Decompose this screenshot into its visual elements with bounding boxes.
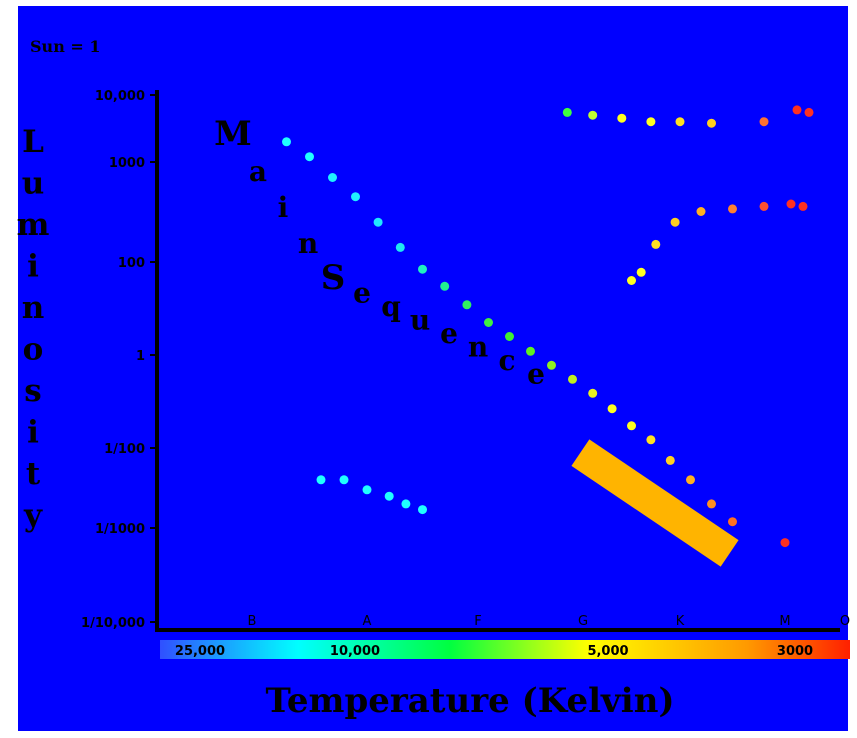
x-axis-label: Temperature (Kelvin) — [265, 681, 674, 721]
star-point-supergiants — [646, 117, 656, 127]
spectral-class-label: G — [578, 614, 588, 629]
y-axis-label-letter: s — [24, 373, 41, 409]
star-point-giants — [636, 267, 646, 277]
star-point-supergiants — [707, 118, 716, 128]
star-point-giants — [786, 199, 796, 209]
star-point-main-sequence — [568, 374, 577, 384]
star-point-giants — [651, 239, 661, 249]
star-point-main-sequence — [351, 192, 360, 202]
y-axis-label-letter: y — [23, 498, 43, 534]
star-point-main-sequence — [395, 242, 405, 252]
star-point-main-sequence — [780, 538, 790, 548]
spectral-class-label: A — [363, 614, 372, 629]
y-tick-label: 1/1000 — [95, 522, 145, 537]
star-point-main-sequence — [588, 388, 598, 398]
y-tick-label: 1/100 — [104, 442, 145, 457]
y-axis-label-letter: i — [27, 415, 39, 451]
data-points — [282, 105, 814, 548]
y-tick-label: 1/10,000 — [81, 616, 145, 631]
star-point-white-dwarfs — [418, 505, 427, 515]
unit-note: Sun = 1 — [30, 37, 101, 56]
y-axis-label-letter: n — [22, 290, 45, 326]
star-point-main-sequence — [707, 499, 716, 509]
y-axis-label-letter: i — [27, 249, 39, 285]
annotation-letter: M — [214, 114, 252, 154]
annotation-letter: e — [527, 358, 545, 391]
spectral-class-label: K — [676, 614, 685, 629]
star-point-white-dwarfs — [316, 475, 326, 485]
star-point-main-sequence — [665, 455, 675, 465]
star-point-supergiants — [588, 110, 598, 120]
star-point-main-sequence — [728, 517, 737, 527]
star-point-main-sequence — [547, 360, 556, 370]
star-point-main-sequence — [305, 152, 314, 162]
temperature-label: 10,000 — [330, 644, 380, 659]
y-axis-label-letter: u — [22, 166, 45, 202]
annotation-letter: S — [321, 258, 346, 298]
star-point-main-sequence — [607, 404, 617, 414]
y-axis-label-letter: L — [22, 124, 44, 160]
star-point-giants — [798, 201, 808, 211]
star-point-main-sequence — [373, 217, 383, 227]
star-point-giants — [627, 276, 636, 285]
star-point-main-sequence — [462, 300, 472, 310]
star-point-supergiants — [562, 107, 572, 117]
temperature-label: 25,000 — [175, 644, 225, 659]
star-point-main-sequence — [484, 318, 493, 327]
star-point-main-sequence — [646, 435, 656, 445]
annotation-letter: u — [410, 304, 430, 337]
star-point-main-sequence — [627, 421, 636, 431]
annotation-letter: i — [278, 191, 289, 224]
temperature-label: 5,000 — [587, 644, 628, 659]
annotation-letter: e — [353, 277, 371, 310]
y-axis-label-letter: o — [23, 332, 44, 368]
annotation-letter: q — [381, 290, 401, 323]
highlight-bar — [571, 439, 739, 567]
star-point-giants — [728, 204, 737, 214]
star-point-supergiants — [617, 113, 627, 123]
temperature-labels: 25,000 10,000 5,000 3000 — [175, 644, 813, 659]
spectral-class-label: F — [474, 614, 481, 629]
star-point-main-sequence — [505, 332, 514, 341]
star-point-main-sequence — [282, 137, 291, 147]
star-point-white-dwarfs — [401, 499, 411, 509]
y-tick-label: 1 — [136, 349, 145, 364]
y-axis-label-letter: t — [26, 456, 41, 492]
star-point-supergiants — [675, 117, 685, 127]
star-point-white-dwarfs — [339, 475, 349, 485]
star-point-main-sequence — [526, 346, 535, 356]
star-point-supergiants — [792, 105, 802, 115]
temperature-color-bar — [160, 640, 850, 659]
temperature-label: 3000 — [777, 644, 813, 659]
star-point-main-sequence — [328, 173, 337, 182]
star-point-main-sequence — [686, 475, 695, 485]
star-point-white-dwarfs — [384, 491, 394, 501]
annotation-letter: c — [498, 344, 515, 377]
star-point-giants — [670, 217, 680, 227]
star-point-main-sequence — [418, 264, 427, 274]
star-point-main-sequence — [440, 281, 450, 291]
y-axis-label-letter: m — [17, 207, 50, 243]
spectral-class-label: M — [779, 614, 790, 629]
spectral-class-label: O — [840, 614, 850, 629]
annotation-letter: e — [440, 317, 458, 350]
star-point-supergiants — [804, 107, 814, 117]
y-tick-label: 10,000 — [95, 89, 145, 104]
annotation-letter: a — [249, 155, 267, 188]
y-tick-label: 1000 — [109, 156, 145, 171]
spectral-class-label: B — [248, 614, 257, 629]
y-tick-label: 100 — [118, 256, 145, 271]
y-ticks: 10,000 1000 100 1 1/100 1/1000 1/10,000 — [81, 89, 157, 631]
annotation-letter: n — [298, 227, 318, 260]
star-point-giants — [759, 201, 769, 211]
annotation-letter: n — [468, 331, 488, 364]
star-point-giants — [696, 207, 706, 216]
star-point-white-dwarfs — [362, 485, 372, 495]
star-point-supergiants — [759, 117, 769, 127]
